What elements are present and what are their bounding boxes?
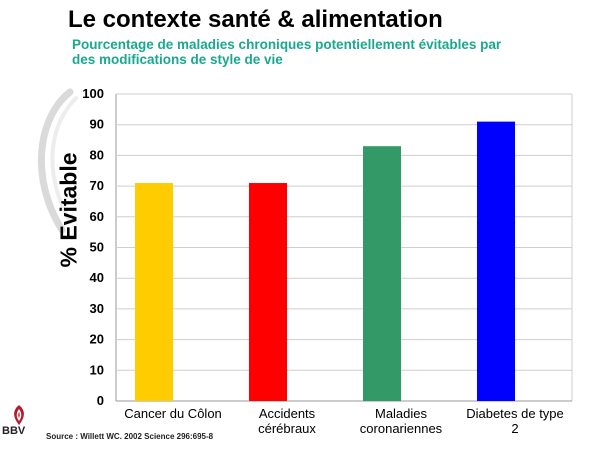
source-citation: Source : Willett WC. 2002 Science 296:69… <box>46 432 214 441</box>
logo-emblem-icon <box>14 405 24 425</box>
x-category-label: cérébraux <box>258 421 316 436</box>
logo-text: BBV <box>2 425 26 437</box>
y-tick-label: 60 <box>90 209 104 224</box>
y-tick-label: 100 <box>82 86 104 101</box>
bar <box>363 146 401 401</box>
bar <box>135 183 173 401</box>
y-tick-label: 50 <box>90 240 104 255</box>
y-tick-label: 20 <box>90 332 104 347</box>
decorative-swoosh <box>38 88 78 234</box>
bar <box>249 183 287 401</box>
slide-title: Le contexte santé & alimentation <box>68 6 443 33</box>
bar <box>477 121 515 401</box>
y-tick-label: 90 <box>90 117 104 132</box>
x-category-label: Cancer du Côlon <box>124 406 222 421</box>
x-category-label: Diabetes de type <box>466 406 564 421</box>
y-tick-label: 80 <box>90 147 104 162</box>
y-tick-label: 0 <box>97 393 104 408</box>
bbv-logo: BBV <box>2 404 36 437</box>
y-tick-label: 30 <box>90 301 104 316</box>
x-category-label: Accidents <box>259 406 316 421</box>
y-tick-label: 10 <box>90 362 104 377</box>
x-category-label: 2 <box>511 421 518 436</box>
x-category-label: coronariennes <box>360 421 443 436</box>
y-tick-label: 70 <box>90 178 104 193</box>
y-tick-label: 40 <box>90 270 104 285</box>
x-category-label: Maladies <box>375 406 428 421</box>
chart-subtitle: Pourcentage de maladies chroniques poten… <box>72 37 502 67</box>
